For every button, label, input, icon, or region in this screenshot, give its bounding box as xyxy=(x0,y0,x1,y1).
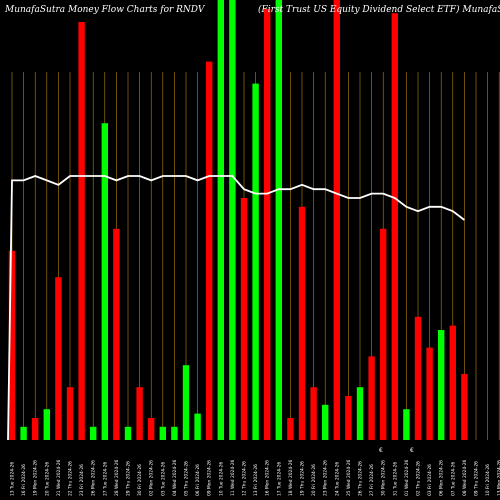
flow-bar xyxy=(136,387,143,440)
flow-bar xyxy=(333,0,340,440)
x-tick-label: 18 Wed 2024-26 xyxy=(288,459,294,496)
flow-bar xyxy=(32,418,39,440)
x-tick-label: 20 Fri 2024-26 xyxy=(311,464,317,496)
x-tick-label: 17 Tue 2024-26 xyxy=(276,462,282,496)
flow-bar xyxy=(217,0,224,440)
flow-bar xyxy=(240,198,248,440)
x-tick-label: 07 Tue 2024-26 xyxy=(450,462,456,496)
flow-bar xyxy=(438,330,445,440)
chart-subtitle: (First Trust US Equity Dividend Select E… xyxy=(258,4,500,15)
flow-bar xyxy=(264,8,271,441)
x-tick-label: 09 Mon 2024-26 xyxy=(207,460,213,496)
flow-bar xyxy=(322,404,329,440)
price-line xyxy=(7,175,465,441)
flow-bar xyxy=(275,0,282,440)
x-tick-label: 13 Tue 2024-26 xyxy=(10,462,16,496)
flow-bar xyxy=(171,426,178,440)
x-tick-label: 16 Mon 2024-26 xyxy=(265,460,271,496)
flow-bar xyxy=(391,13,398,440)
flow-bar xyxy=(8,250,16,440)
x-tick-label: 10 Fri 2024-26 xyxy=(485,464,491,496)
flow-bar xyxy=(287,418,294,440)
flow-bar xyxy=(345,396,352,440)
flow-bar xyxy=(148,418,155,440)
x-tick-label: 31 Tue 2024-26 xyxy=(392,462,398,496)
x-tick-label: 08 Wed 2024-26 xyxy=(462,459,468,496)
x-tick-label: 12 Thu 2024-26 xyxy=(242,461,248,496)
x-axis-labels: 13 Tue 2024-26 16 Fri 2024-26 19 Mon 2024-… xyxy=(10,459,500,496)
flow-bar xyxy=(113,228,120,440)
x-tick-label: 03 Tue 2024-26 xyxy=(160,462,166,496)
x-tick-label: 16 Fri 2024-26 xyxy=(21,464,27,496)
x-tick-label: 05 Thu 2024-26 xyxy=(184,461,190,496)
money-flow-bars xyxy=(8,0,468,441)
flow-bar xyxy=(124,426,132,440)
flow-bar xyxy=(368,356,375,440)
x-tick-label: 04 Wed 2024-26 xyxy=(172,459,178,496)
x-tick-label: 19 Mon 2024-26 xyxy=(33,460,39,496)
x-tick-label: 13 Fri 2024-26 xyxy=(253,464,259,496)
flow-bar xyxy=(252,83,259,440)
flow-bar xyxy=(43,409,50,440)
x-tick-label: 23 Fri 2024-26 xyxy=(79,464,85,496)
x-tick-label: 01 Wed 2024-26 xyxy=(404,459,410,496)
x-tick-label: 06 Fri 2024-26 xyxy=(195,464,201,496)
flow-bar xyxy=(206,61,213,440)
flow-bar xyxy=(403,409,410,440)
x-tick-label: 23 Mon 2024-26 xyxy=(323,460,329,496)
flow-bar xyxy=(20,426,27,440)
bottom-markers: € € xyxy=(379,447,414,454)
flow-bar xyxy=(449,325,456,440)
x-tick-label: 30 Fri 2024-26 xyxy=(137,464,143,496)
flow-bar xyxy=(414,316,422,440)
flow-bar xyxy=(55,277,62,440)
x-tick-label: 21 Wed 2024-26 xyxy=(56,459,62,496)
flow-bar xyxy=(380,228,387,440)
x-tick-label: 29 Thu 2024-26 xyxy=(126,461,132,496)
flow-bar xyxy=(426,347,433,440)
x-tick-label: 26 Thu 2024-26 xyxy=(358,461,364,496)
flow-bar xyxy=(298,206,306,440)
flow-bar xyxy=(182,365,190,440)
x-tick-label: 20 Tue 2024-26 xyxy=(44,462,50,496)
flow-bar xyxy=(310,387,317,440)
x-tick-label: 09 Thu 2024-26 xyxy=(474,461,480,496)
flow-bar xyxy=(159,426,166,440)
x-tick-label: 27 Tue 2024-26 xyxy=(102,462,108,496)
x-tick-label: 10 Tue 2024-26 xyxy=(218,462,224,496)
bottom-marker: € xyxy=(410,447,414,454)
flow-bar xyxy=(66,387,74,440)
x-tick-label: 02 Mon 2024-26 xyxy=(149,460,155,496)
x-tick-label: 27 Fri 2024-26 xyxy=(369,464,375,496)
flow-bar xyxy=(78,22,85,440)
x-tick-label: 03 Fri 2024-26 xyxy=(427,464,433,496)
flow-bar xyxy=(194,413,201,440)
x-tick-label: 30 Mon 2024-26 xyxy=(381,460,387,496)
x-tick-label: 02 Thu 2024-26 xyxy=(416,461,422,496)
x-tick-label: 06 Mon 2024-26 xyxy=(439,460,445,496)
x-tick-label: 11 Wed 2024-26 xyxy=(230,459,236,496)
flow-bar xyxy=(356,387,364,440)
x-tick-label: 25 Wed 2024-26 xyxy=(346,459,352,496)
flow-bar xyxy=(101,123,108,440)
flow-bar xyxy=(90,426,97,440)
x-tick-label: 22 Thu 2024-26 xyxy=(68,461,74,496)
x-tick-label: 19 Thu 2024-26 xyxy=(300,461,306,496)
x-tick-label: 24 Tue 2024-26 xyxy=(334,462,340,496)
x-tick-label: 28 Wed 2024-26 xyxy=(114,459,120,496)
flow-bar xyxy=(229,0,236,440)
x-tick-label: 26 Mon 2024-26 xyxy=(91,460,97,496)
x-tick-label: 13 Mon 2024-26 xyxy=(497,460,500,496)
chart-title: MunafaSutra Money Flow Charts for RNDV xyxy=(4,5,206,15)
bottom-marker: € xyxy=(379,447,383,454)
flow-bar xyxy=(461,374,468,440)
